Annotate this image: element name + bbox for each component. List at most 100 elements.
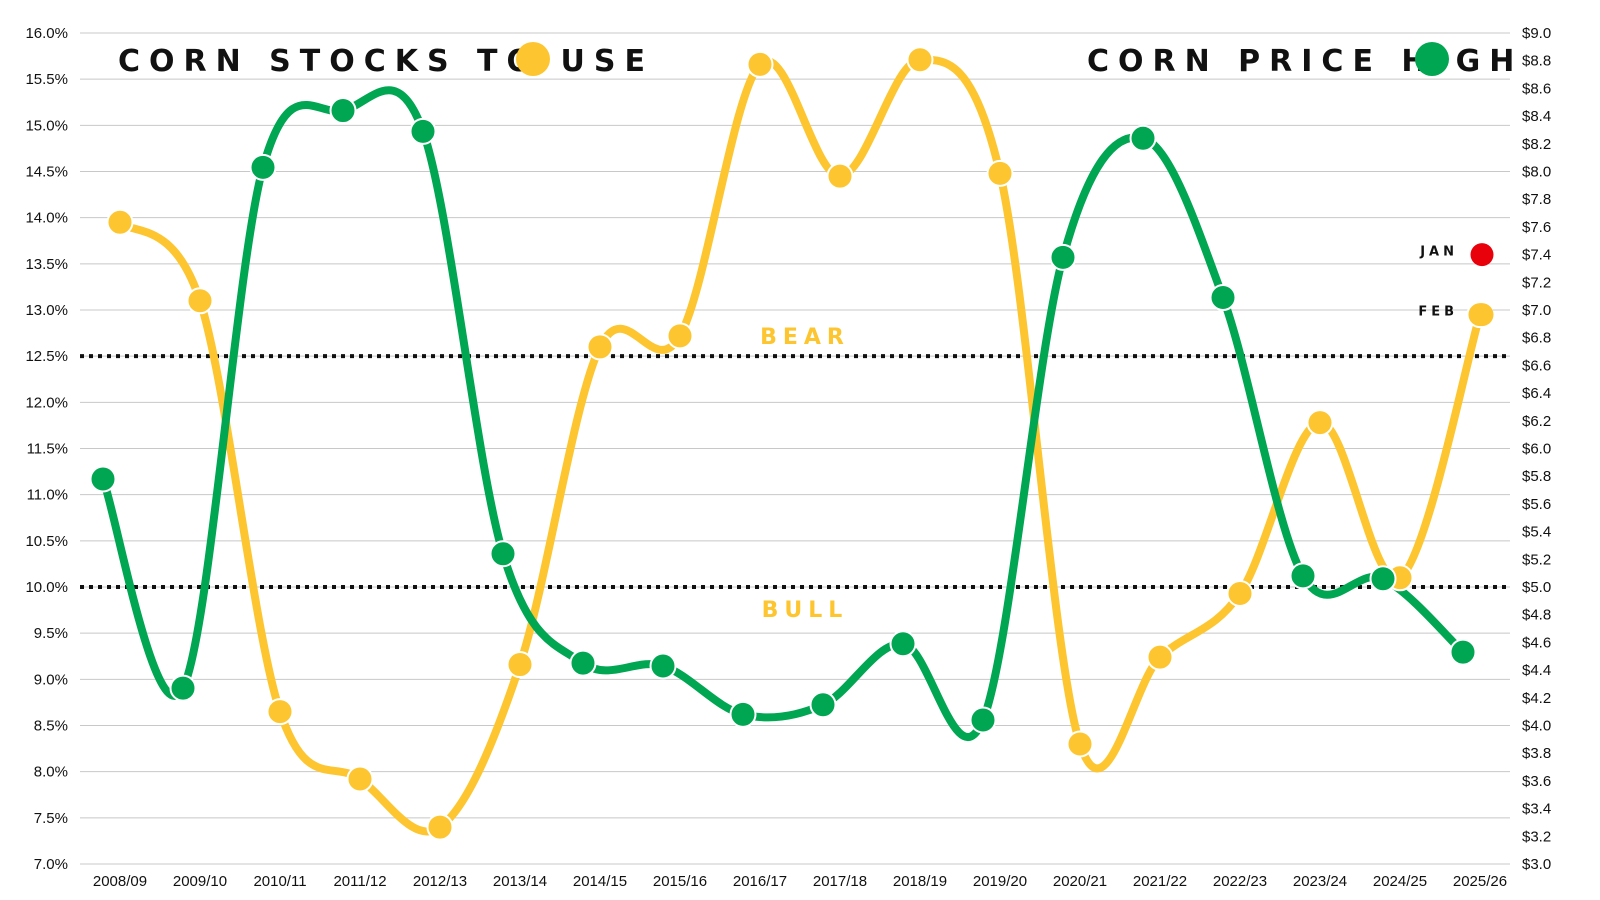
data-point — [1129, 124, 1157, 152]
data-point — [409, 117, 437, 145]
data-point — [346, 765, 374, 793]
data-point — [186, 287, 214, 315]
data-point — [1369, 565, 1397, 593]
x-tick-label: 2008/09 — [93, 873, 147, 890]
x-tick-label: 2011/12 — [333, 873, 386, 890]
left-tick-label: 14.5% — [25, 164, 68, 181]
right-tick-label: $5.6 — [1522, 496, 1551, 513]
right-tick-label: $8.6 — [1522, 80, 1551, 97]
right-tick-label: $6.8 — [1522, 330, 1551, 347]
data-point — [1449, 638, 1477, 666]
data-point — [969, 706, 997, 734]
left-tick-label: 10.0% — [25, 579, 68, 596]
left-tick-label: 8.5% — [34, 718, 68, 735]
gridlines — [80, 32, 1510, 865]
left-tick-label: 13.0% — [25, 302, 68, 319]
right-tick-label: $6.0 — [1522, 441, 1551, 458]
right-tick-label: $5.4 — [1522, 524, 1551, 541]
data-point — [489, 540, 517, 568]
annotation-marker — [1470, 243, 1494, 267]
right-tick-label: $5.8 — [1522, 468, 1551, 485]
series-line — [99, 86, 1467, 741]
data-point — [826, 162, 854, 190]
left-tick-label: 11.5% — [27, 441, 68, 458]
data-point — [1289, 562, 1317, 590]
x-tick-label: 2022/23 — [1213, 873, 1267, 890]
right-tick-label: $3.6 — [1522, 773, 1551, 790]
right-tick-label: $7.0 — [1522, 302, 1551, 319]
right-tick-label: $4.8 — [1522, 607, 1551, 624]
right-tick-label: $6.2 — [1522, 413, 1551, 430]
left-tick-label: 8.0% — [34, 764, 68, 781]
right-tick-label: $8.4 — [1522, 108, 1551, 125]
x-tick-label: 2017/18 — [813, 873, 867, 890]
right-tick-label: $5.0 — [1522, 579, 1551, 596]
x-tick-label: 2015/16 — [653, 873, 707, 890]
right-tick-label: $6.4 — [1522, 385, 1551, 402]
data-point — [249, 153, 277, 181]
data-point — [329, 97, 357, 125]
left-tick-label: 12.0% — [25, 394, 68, 411]
right-tick-label: $6.6 — [1522, 357, 1551, 374]
annotations: JAN FEB — [1418, 243, 1494, 327]
right-tick-label: $3.4 — [1522, 801, 1551, 818]
data-point — [426, 813, 454, 841]
left-tick-label: 15.0% — [25, 117, 68, 134]
threshold-label: BULL — [762, 598, 849, 623]
data-point — [666, 322, 694, 350]
data-point — [746, 50, 774, 78]
right-tick-label: $7.2 — [1522, 274, 1551, 291]
legend: CORN STOCKS TO USE CORN PRICE HIGH — [118, 42, 1523, 79]
data-point — [1066, 730, 1094, 758]
x-tick-label: 2019/20 — [973, 873, 1027, 890]
legend-stocks-to-use-marker — [516, 42, 550, 76]
threshold-lines: BEAR BULL — [80, 325, 1510, 623]
x-tick-label: 2009/10 — [173, 873, 227, 890]
data-point — [906, 46, 934, 74]
left-tick-label: 9.0% — [34, 671, 68, 688]
threshold-label: BEAR — [760, 325, 850, 350]
right-tick-label: $4.6 — [1522, 634, 1551, 651]
right-tick-label: $9.0 — [1522, 25, 1551, 42]
right-tick-label: $8.2 — [1522, 136, 1551, 153]
left-tick-label: 11.0% — [27, 487, 68, 504]
data-point — [649, 652, 677, 680]
x-tick-label: 2012/13 — [413, 873, 467, 890]
left-tick-label: 9.5% — [34, 625, 68, 642]
x-tick-label: 2016/17 — [733, 873, 787, 890]
data-point — [89, 465, 117, 493]
x-tick-label: 2025/26 — [1453, 873, 1507, 890]
data-point — [169, 674, 197, 702]
left-tick-label: 14.0% — [25, 210, 68, 227]
data-point — [506, 651, 534, 679]
data-point — [889, 630, 917, 658]
data-point — [809, 691, 837, 719]
right-tick-label: $4.4 — [1522, 662, 1551, 679]
legend-price-high-marker — [1415, 42, 1449, 76]
data-point — [1146, 643, 1174, 671]
data-point — [986, 159, 1014, 187]
left-tick-label: 7.5% — [34, 810, 68, 827]
series-points — [89, 46, 1494, 841]
left-tick-label: 10.5% — [25, 533, 68, 550]
right-tick-label: $4.0 — [1522, 718, 1551, 735]
legend-stocks-to-use-title: CORN STOCKS TO USE — [118, 44, 654, 79]
data-point — [106, 208, 134, 236]
x-tick-label: 2024/25 — [1373, 873, 1427, 890]
left-tick-label: 16.0% — [25, 25, 68, 42]
data-point — [1049, 243, 1077, 271]
left-tick-label: 12.5% — [25, 348, 68, 365]
x-tick-label: 2010/11 — [253, 873, 306, 890]
right-tick-label: $7.4 — [1522, 247, 1551, 264]
legend-price-high-title: CORN PRICE HIGH — [1087, 44, 1523, 79]
data-point — [1306, 409, 1334, 437]
x-tick-label: 2021/22 — [1133, 873, 1187, 890]
right-tick-label: $7.8 — [1522, 191, 1551, 208]
right-tick-label: $7.6 — [1522, 219, 1551, 236]
right-tick-label: $5.2 — [1522, 551, 1551, 568]
data-point — [1209, 284, 1237, 312]
right-axis-ticks: $3.0 $3.2 $3.4 $3.6 $3.8 $4.0 $4.2 $4.4 $4.6 $4.8… — [1522, 25, 1551, 873]
right-tick-label: $8.8 — [1522, 53, 1551, 70]
left-tick-label: 13.5% — [25, 256, 68, 273]
